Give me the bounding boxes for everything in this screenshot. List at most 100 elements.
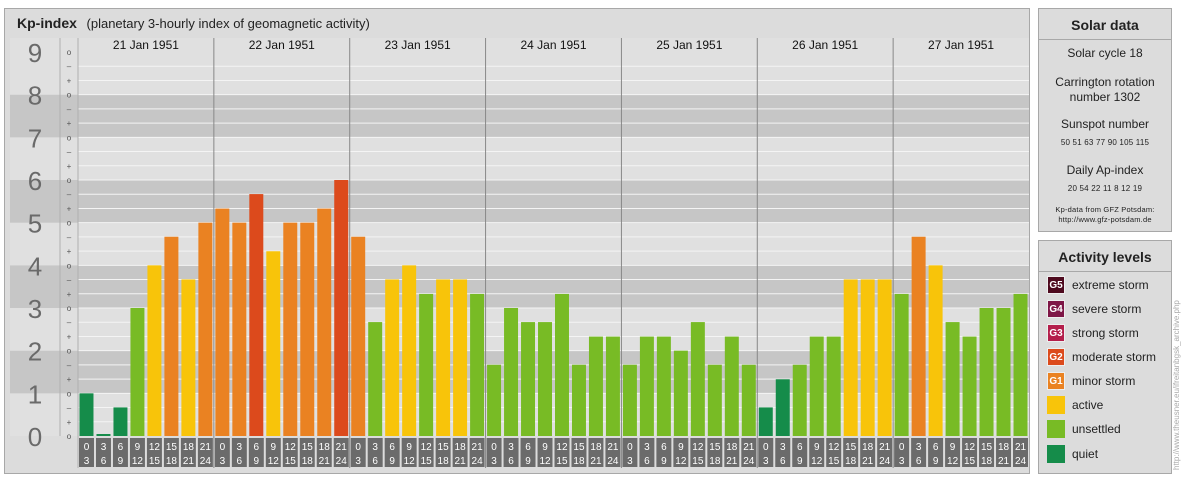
y-tick-label: 0: [28, 422, 42, 452]
level-label: severe storm: [1072, 302, 1142, 316]
interval-box: [452, 438, 468, 467]
divider: [1039, 39, 1171, 40]
day-label: 22 Jan 1951: [249, 38, 315, 52]
kp-bar: [555, 293, 569, 436]
interval-box: [911, 438, 927, 467]
kp-bar: [419, 293, 434, 436]
chart-subtitle: (planetary 3-hourly index of geomagnetic…: [86, 16, 370, 31]
interval-end-label: 6: [101, 456, 107, 467]
level-minor-storm: G1 minor storm: [1047, 371, 1135, 391]
interval-start-label: 12: [692, 442, 704, 453]
interval-box: [79, 438, 94, 467]
activity-levels-panel: Activity levels G5 extreme storm G4 seve…: [1038, 240, 1172, 474]
interval-box: [979, 438, 995, 467]
interval-box: [826, 438, 842, 467]
y-tick-label: 1: [28, 379, 42, 409]
interval-end-label: 15: [421, 456, 433, 467]
kp-bar: [605, 336, 620, 436]
kp-bar: [79, 393, 94, 436]
minor-tick-label: –: [67, 148, 72, 157]
minor-tick-label: –: [67, 105, 72, 114]
interval-start-label: 0: [84, 442, 90, 453]
interval-start-label: 21: [743, 442, 755, 453]
interval-end-label: 9: [797, 456, 803, 467]
kp-bar: [741, 364, 756, 436]
minor-tick-label: +: [67, 119, 72, 128]
kp-bar: [656, 336, 671, 436]
interval-start-label: 15: [573, 442, 585, 453]
minor-tick-label: o: [67, 261, 72, 270]
interval-box: [775, 438, 791, 467]
kp-bar: [996, 308, 1011, 436]
sunspot-label: Sunspot number: [1060, 117, 1150, 131]
kp-bar: [707, 364, 722, 436]
level-label: quiet: [1072, 447, 1099, 461]
ap-index-label: Daily Ap-index: [1066, 163, 1144, 177]
interval-box: [605, 438, 621, 467]
day-label: 27 Jan 1951: [928, 38, 994, 52]
kp-bar: [385, 279, 400, 436]
interval-box: [197, 438, 213, 467]
interval-end-label: 9: [661, 456, 667, 467]
interval-end-label: 6: [237, 456, 243, 467]
interval-start-label: 15: [845, 442, 857, 453]
level-label: extreme storm: [1072, 278, 1149, 292]
interval-start-label: 18: [998, 442, 1010, 453]
interval-end-label: 9: [389, 456, 395, 467]
minor-tick-label: –: [67, 190, 72, 199]
interval-box: [724, 438, 740, 467]
kp-bar: [436, 279, 451, 436]
chart-header: Kp-index (planetary 3-hourly index of ge…: [17, 15, 370, 31]
interval-box: [554, 438, 570, 467]
ap-index-values: 20 54 22 11 8 12 19: [1067, 184, 1143, 193]
interval-start-label: 15: [438, 442, 450, 453]
interval-start-label: 6: [118, 442, 124, 453]
y-tick-label: 8: [28, 81, 42, 111]
interval-start-label: 21: [472, 442, 484, 453]
level-band: [10, 94, 1029, 138]
level-band: [10, 308, 1029, 351]
interval-end-label: 24: [200, 456, 212, 467]
kp-bar: [215, 208, 230, 436]
interval-end-label: 24: [879, 456, 891, 467]
level-label: moderate storm: [1072, 350, 1157, 364]
minor-tick-label: o: [67, 389, 72, 398]
level-label: active: [1072, 398, 1104, 412]
interval-end-label: 21: [319, 456, 331, 467]
kp-bar: [96, 434, 111, 436]
interval-end-label: 24: [336, 456, 348, 467]
minor-tick-label: o: [67, 304, 72, 313]
interval-box: [928, 438, 944, 467]
interval-end-label: 6: [916, 456, 922, 467]
kp-bar: [538, 322, 552, 436]
minor-tick-label: +: [67, 418, 72, 427]
level-quiet: quiet: [1047, 444, 1098, 464]
interval-start-label: 15: [709, 442, 721, 453]
kp-bar: [962, 336, 977, 436]
interval-box: [401, 438, 417, 467]
y-tick-label: 5: [28, 209, 42, 239]
carrington-line1: Carrington rotation: [1055, 75, 1155, 89]
interval-start-label: 18: [455, 442, 467, 453]
kp-bar: [504, 308, 519, 436]
y-tick-label: 4: [28, 251, 42, 281]
kp-bar: [283, 222, 298, 436]
source-line1: Kp-data from GFZ Potsdam:: [1055, 205, 1155, 214]
interval-end-label: 3: [220, 456, 226, 467]
interval-box: [503, 438, 519, 467]
interval-end-label: 21: [998, 456, 1010, 467]
minor-tick-label: +: [67, 332, 72, 341]
minor-tick-label: o: [67, 219, 72, 228]
y-tick-label: 3: [28, 294, 42, 324]
interval-start-label: 12: [828, 442, 840, 453]
interval-box: [112, 438, 128, 467]
interval-end-label: 18: [573, 456, 585, 467]
interval-box: [333, 438, 349, 467]
interval-end-label: 3: [627, 456, 633, 467]
kp-bar: [181, 279, 196, 436]
interval-box: [418, 438, 434, 467]
kp-bar: [368, 322, 383, 436]
interval-end-label: 3: [899, 456, 905, 467]
level-swatch: G4: [1047, 300, 1065, 318]
